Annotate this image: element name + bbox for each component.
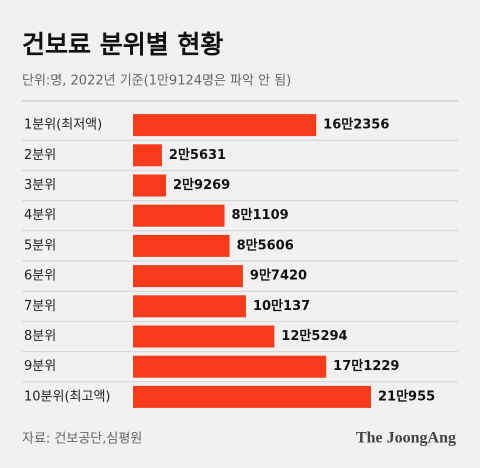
source: 자료: 건보공단,심평원 xyxy=(22,432,142,447)
bar xyxy=(133,204,225,227)
chart-subtitle: 단위:명, 2022년 기준(1만9124명은 파악 안 됨) xyxy=(22,74,291,89)
bar xyxy=(133,234,230,257)
bar xyxy=(133,144,162,167)
value-label: 2만5631 xyxy=(169,147,226,163)
bar xyxy=(133,114,317,137)
value-label: 16만2356 xyxy=(323,117,389,133)
category-label: 2분위 xyxy=(24,148,56,163)
bar xyxy=(133,355,327,378)
category-label: 1분위(최저액) xyxy=(24,118,102,133)
value-label: 10만137 xyxy=(253,298,310,314)
brand: The JoongAng xyxy=(356,430,456,447)
category-label: 5분위 xyxy=(24,238,56,253)
value-label: 12만5294 xyxy=(281,328,347,344)
category-label: 10분위(최고액) xyxy=(24,389,111,404)
bar xyxy=(133,265,243,288)
category-label: 4분위 xyxy=(24,208,56,223)
value-label: 8만5606 xyxy=(237,237,294,253)
bar xyxy=(133,385,371,408)
bar xyxy=(133,174,167,197)
value-label: 8만1109 xyxy=(232,207,289,223)
category-label: 9분위 xyxy=(24,359,56,374)
value-label: 17만1229 xyxy=(333,358,399,374)
bar xyxy=(133,295,246,318)
category-label: 8분위 xyxy=(24,329,56,344)
value-label: 2만9269 xyxy=(173,177,230,193)
category-label: 7분위 xyxy=(24,299,56,314)
chart-title: 건보료 분위별 현황 xyxy=(22,30,223,59)
category-label: 6분위 xyxy=(24,269,56,284)
value-label: 21만955 xyxy=(378,388,435,404)
value-label: 9만7420 xyxy=(250,268,307,284)
bar xyxy=(133,325,275,348)
category-label: 3분위 xyxy=(24,178,56,193)
